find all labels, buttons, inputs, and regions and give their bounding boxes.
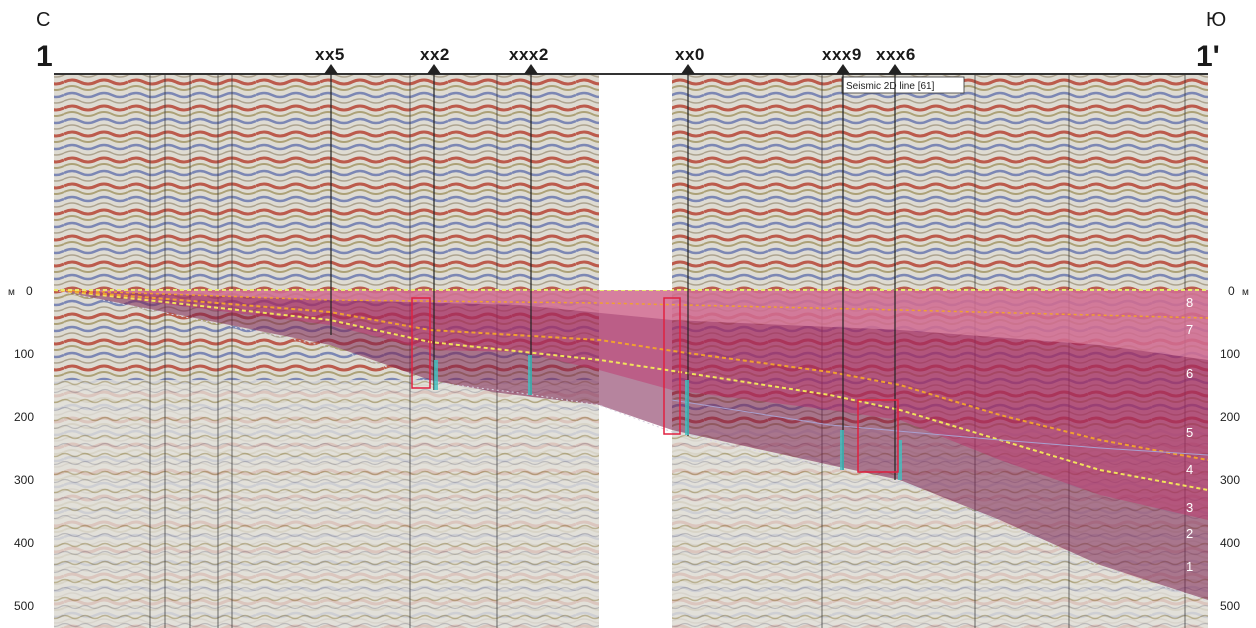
well-label: xx2 <box>420 45 450 64</box>
depth-axis-left: м 0 100 200 300 400 500 <box>8 284 34 613</box>
geologic-units <box>53 289 1209 602</box>
seismic-line-label: Seismic 2D line [61] <box>846 81 935 92</box>
right-end-label: 1' <box>1196 40 1220 73</box>
depth-tick: 500 <box>1220 599 1240 613</box>
well-xx5: xx5 <box>315 45 345 335</box>
depth-tick: 300 <box>14 473 34 487</box>
unit-middle <box>54 290 1208 520</box>
horizon-yellow-1 <box>53 289 1209 491</box>
wells: xx5 xx2 xxx2 xx0 xxx9 xxx6 <box>315 45 916 480</box>
horizon-mid <box>671 399 1209 456</box>
well-xxx9: xxx9 <box>822 45 862 470</box>
layer-label: 8 <box>1186 295 1193 310</box>
depth-tick: 300 <box>1220 473 1240 487</box>
depth-tick: 100 <box>1220 347 1240 361</box>
depth-tick: 200 <box>14 410 34 424</box>
well-xxx2: xxx2 <box>509 45 549 395</box>
horizon-orange-1 <box>53 289 1209 461</box>
layer-label: 2 <box>1186 526 1193 541</box>
data-gap <box>599 75 672 290</box>
layer-label: 1 <box>1186 559 1193 574</box>
well-label: xx5 <box>315 45 345 64</box>
well-label: xxx9 <box>822 45 862 64</box>
well-xxx6: xxx6 <box>876 45 916 480</box>
layer-label: 4 <box>1186 462 1193 477</box>
unit-upper <box>54 290 1208 360</box>
layer-label: 7 <box>1186 322 1193 337</box>
well-label: xxx2 <box>509 45 549 64</box>
horizon-upper <box>53 289 1209 319</box>
well-label: xx0 <box>675 45 705 64</box>
well-xx0: xx0 <box>675 45 705 436</box>
right-direction-label: Ю <box>1206 9 1226 31</box>
depth-tick: 500 <box>14 599 34 613</box>
depth-tick: 400 <box>1220 536 1240 550</box>
layer-label: 6 <box>1186 366 1193 381</box>
well-xx2: xx2 <box>420 45 450 390</box>
depth-axis-right: 0 м 100 200 300 400 500 <box>1220 284 1249 613</box>
depth-tick: 100 <box>14 347 34 361</box>
well-label: xxx6 <box>876 45 916 64</box>
horizon-base <box>53 289 1209 602</box>
depth-tick: 0 <box>1228 284 1235 298</box>
depth-unit-left: м <box>8 287 15 298</box>
depth-tick: 0 <box>26 284 33 298</box>
layer-label: 3 <box>1186 500 1193 515</box>
depth-tick: 200 <box>1220 410 1240 424</box>
layer-label: 5 <box>1186 425 1193 440</box>
unit-lower <box>54 290 1208 600</box>
left-end-label: 1 <box>36 40 53 73</box>
layer-numbers: 8 7 6 5 4 3 2 1 <box>1186 295 1193 574</box>
depth-unit-right: м <box>1242 287 1249 298</box>
depth-tick: 400 <box>14 536 34 550</box>
left-direction-label: С <box>36 9 50 31</box>
